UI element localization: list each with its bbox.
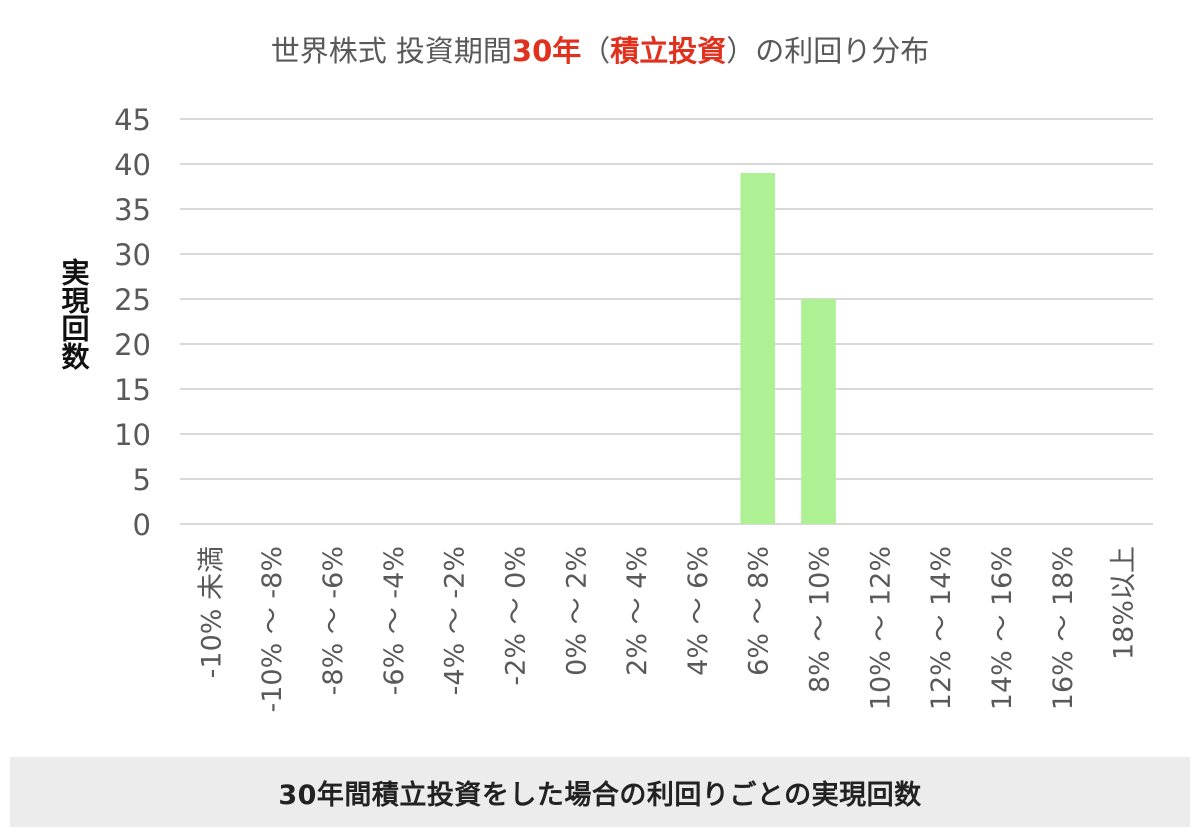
caption-bar: 30年間積立投資をした場合の利回りごとの実現回数 xyxy=(10,757,1190,827)
y-tick-label: 45 xyxy=(114,103,151,137)
y-tick-label: 0 xyxy=(133,508,151,542)
x-tick-label: 6% ～ 8% xyxy=(744,546,775,676)
x-tick-label: -8% ～ -6% xyxy=(318,546,349,695)
chart-title-part-4: ）の利回り分布 xyxy=(726,34,929,68)
y-tick-label: 35 xyxy=(114,193,151,227)
grid-lines xyxy=(180,118,1153,525)
bar-10 xyxy=(801,299,836,524)
y-tick-label: 30 xyxy=(114,238,151,272)
x-tick-label: -10% 未満 xyxy=(196,546,227,678)
chart-title-part-3: 積立投資 xyxy=(610,34,726,68)
y-tick-label: 10 xyxy=(114,418,151,452)
y-tick-labels: 0 5 10 15 20 25 30 35 40 45 xyxy=(114,103,151,542)
y-axis-label: 実現回数 xyxy=(58,257,91,371)
bar-9 xyxy=(740,173,776,524)
y-tick-label: 25 xyxy=(114,283,151,317)
x-tick-label: 14% ～ 16% xyxy=(987,546,1018,710)
x-tick-label: 4% ～ 6% xyxy=(683,546,714,676)
chart-title-part-2: （ xyxy=(581,34,610,68)
y-tick-label: 40 xyxy=(114,148,151,182)
x-tick-label: 10% ～ 12% xyxy=(865,546,896,710)
caption-text: 30年間積立投資をした場合の利回りごとの実現回数 xyxy=(278,779,922,811)
x-tick-label: 8% ～ 10% xyxy=(805,546,836,693)
x-tick-label: -6% ～ -4% xyxy=(379,546,410,695)
x-tick-label: 18%以上 xyxy=(1109,546,1140,660)
x-tick-label: 12% ～ 14% xyxy=(926,546,957,710)
x-tick-label: 2% ～ 4% xyxy=(622,546,653,676)
x-tick-label: 0% ～ 2% xyxy=(561,546,592,676)
chart-title: 世界株式 投資期間30年（積立投資）の利回り分布 xyxy=(271,34,930,68)
x-tick-label: 16% ～ 18% xyxy=(1048,546,1079,710)
y-tick-label: 15 xyxy=(114,373,151,407)
x-tick-label: -4% ～ -2% xyxy=(440,546,471,695)
x-tick-label: -10% ～ -8% xyxy=(257,546,288,713)
chart-title-part-0: 世界株式 投資期間 xyxy=(271,34,512,68)
y-tick-label: 20 xyxy=(114,328,151,362)
x-tick-labels: -10% 未満 -10% ～ -8% -8% ～ -6% -6% ～ -4% -4% ～… xyxy=(196,546,1139,713)
bars xyxy=(740,173,836,524)
chart-title-part-1: 30年 xyxy=(512,34,581,68)
x-tick-label: -2% ～ 0% xyxy=(500,546,531,686)
y-tick-label: 5 xyxy=(133,463,151,497)
